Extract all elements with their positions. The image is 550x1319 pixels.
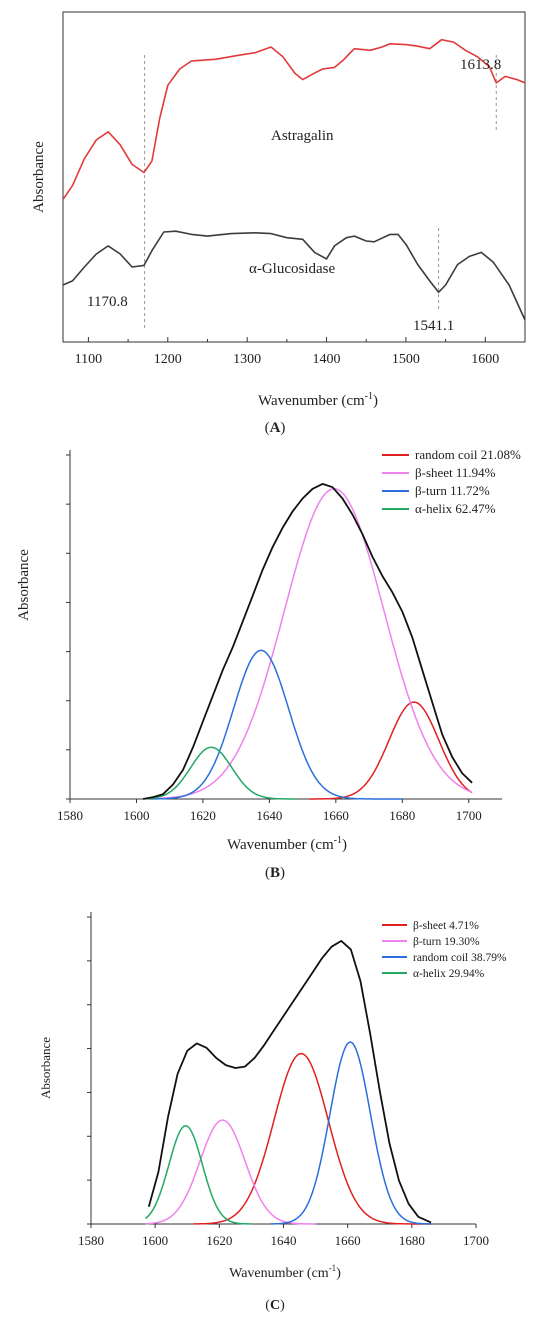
panel-a-x-tick-label: 1200 (154, 352, 182, 367)
panel-c-x-axis-label-text: Wavenumber (cm (229, 1266, 329, 1281)
glucosidase-spectrum-line (62, 230, 526, 321)
panel-a-x-tick-label: 1600 (471, 352, 499, 367)
panel-c-x-tick-label: 1580 (78, 1233, 104, 1248)
panel-b-x-tick-label: 1640 (256, 808, 282, 823)
panel-a-y-axis-label: Absorbance (31, 141, 47, 213)
panel-c-caption: (C) (265, 1298, 285, 1313)
panel-b-legend-label: α-helix 62.47% (415, 501, 496, 516)
panel-c-envelope-line (147, 940, 432, 1224)
panel-a-annotation-1613: 1613.8 (460, 57, 501, 73)
panel-b-x-tick-label: 1660 (323, 808, 349, 823)
panel-c-legend: β-sheet 4.71% β-turn 19.30% random coil 38… (382, 920, 507, 980)
panel-c-series (145, 940, 432, 1225)
panel-b-x-tick-label: 1600 (123, 808, 149, 823)
panel-c-x-tick-label: 1700 (463, 1233, 489, 1248)
panel-b-legend-label: β-turn 11.72% (415, 483, 490, 498)
panel-c-legend-label: β-turn 19.30% (413, 936, 480, 948)
panel-b-x-axis-label-sup: -1 (334, 835, 342, 846)
panel-c-caption-letter: C (270, 1298, 280, 1313)
panel-c-x-tick-label: 1620 (206, 1233, 232, 1248)
panel-a-x-axis-label-text: Wavenumber (cm (258, 393, 365, 409)
panel-a-caption-letter: A (270, 420, 281, 436)
panel-b-series (142, 483, 473, 800)
panel-b-legend-label: β-sheet 11.94% (415, 465, 496, 480)
panel-c-legend-label: α-helix 29.94% (413, 968, 485, 980)
panel-c-x-tick-label: 1660 (335, 1233, 361, 1248)
panel-a-x-axis-label-close: ) (373, 393, 378, 409)
panel-c-component-peak (193, 1052, 432, 1225)
panel-b-component-peak (146, 746, 296, 800)
panel-b-component-peak (153, 649, 403, 800)
panel-c-x-tick-label: 1680 (399, 1233, 425, 1248)
panel-a-series-label-astragalin: Astragalin (271, 128, 334, 144)
panel-c-x-axis-label: Wavenumber (cm-1) (229, 1263, 341, 1281)
panel-b-x-axis-label-text: Wavenumber (cm (227, 837, 334, 853)
panel-c-y-axis-label: Absorbance (38, 1037, 53, 1099)
panel-a-caption: (A) (265, 420, 286, 436)
panel-a-x-axis: 1100 1200 1300 1400 1500 1600 (75, 337, 526, 367)
panel-b-caption: (B) (265, 865, 285, 881)
panel-a-x-tick-label: 1300 (233, 352, 261, 367)
panel-b-y-ticks (66, 454, 70, 800)
panel-a-x-axis-label: Wavenumber (cm-1) (258, 391, 378, 409)
panel-c-x-ticks: 1580 1600 1620 1640 1660 1680 1700 (78, 1224, 489, 1248)
panel-c-component-peak (270, 1041, 432, 1225)
panel-b-x-axis-label: Wavenumber (cm-1) (227, 835, 347, 853)
panel-b-y-axis-label: Absorbance (16, 549, 32, 621)
panel-a-marker-lines (144, 55, 497, 330)
panel-c: 1580 1600 1620 1640 1660 1680 1700 β-sheet 4.7… (38, 912, 507, 1313)
panel-b-legend-label: random coil 21.08% (415, 447, 521, 462)
panel-c-component-peak (145, 1125, 252, 1225)
panel-c-x-axis-label-sup: -1 (329, 1263, 337, 1273)
panel-b-x-tick-label: 1700 (456, 808, 482, 823)
panel-a-x-tick-label: 1400 (313, 352, 341, 367)
panel-a-x-tick-label: 1500 (392, 352, 420, 367)
panel-c-legend-label: random coil 38.79% (413, 952, 507, 964)
panel-c-legend-label: β-sheet 4.71% (413, 920, 479, 932)
panel-b-envelope-line (142, 483, 473, 800)
panel-a-x-tick-label: 1100 (75, 352, 102, 367)
panel-b-component-peak (309, 701, 473, 800)
panel-c-x-axis-label-close: ) (336, 1266, 341, 1281)
panel-c-x-tick-label: 1600 (142, 1233, 168, 1248)
panel-a: 1100 1200 1300 1400 1500 1600 Astragalin α-Gl… (31, 11, 526, 436)
panel-b-legend: random coil 21.08% β-sheet 11.94% β-turn 1… (382, 447, 521, 516)
panel-a-annotation-1541: 1541.1 (413, 318, 454, 334)
astragalin-spectrum-line (62, 38, 526, 200)
panel-c-y-ticks (87, 916, 91, 1225)
panel-a-series-label-glucosidase: α-Glucosidase (249, 261, 336, 277)
panel-b-x-tick-label: 1620 (190, 808, 216, 823)
panel-b-x-ticks: 1580 1600 1620 1640 1660 1680 1700 (57, 799, 482, 823)
panel-b-x-tick-label: 1680 (389, 808, 415, 823)
panel-a-series (62, 38, 526, 321)
panel-c-x-tick-label: 1640 (271, 1233, 297, 1248)
panel-b: 1580 1600 1620 1640 1660 1680 1700 random coil… (16, 447, 521, 881)
panel-a-annotation-1170: 1170.8 (87, 294, 128, 310)
panel-b-component-peak (159, 488, 473, 800)
panel-b-x-axis-label-close: ) (342, 837, 347, 853)
panel-b-x-tick-label: 1580 (57, 808, 83, 823)
panel-a-x-axis-label-sup: -1 (365, 391, 373, 402)
panel-b-caption-letter: B (270, 865, 280, 881)
panel-a-plot-frame (62, 11, 526, 343)
